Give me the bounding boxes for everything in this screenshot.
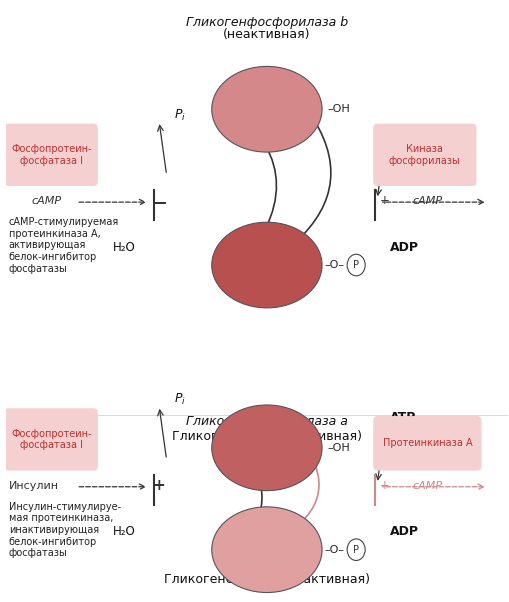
Text: $P_i$: $P_i$ bbox=[174, 108, 186, 123]
Text: cAMP: cAMP bbox=[412, 196, 442, 206]
Text: Гликогенфосфорилаза b: Гликогенфосфорилаза b bbox=[186, 16, 348, 29]
Text: cAMP: cAMP bbox=[31, 196, 62, 206]
Text: Гликогенфосфорилаза a: Гликогенфосфорилаза a bbox=[186, 415, 348, 428]
Text: –: – bbox=[158, 194, 165, 209]
FancyBboxPatch shape bbox=[5, 408, 98, 471]
Text: Инсулин: Инсулин bbox=[9, 480, 59, 491]
Text: Протеинкиназа А: Протеинкиназа А bbox=[383, 438, 472, 448]
Ellipse shape bbox=[212, 405, 322, 491]
Text: Инсулин-стимулируе-
мая протеинкиназа,
инактивирующая
белок-ингибитор
фосфатазы: Инсулин-стимулируе- мая протеинкиназа, и… bbox=[9, 501, 121, 558]
Text: –: – bbox=[153, 194, 160, 209]
Text: cAMP-стимулируемая
протеинкиназа А,
активирующая
белок-ингибитор
фосфатазы: cAMP-стимулируемая протеинкиназа А, акти… bbox=[9, 217, 119, 273]
Text: H₂O: H₂O bbox=[112, 241, 135, 253]
Ellipse shape bbox=[212, 66, 322, 152]
Ellipse shape bbox=[212, 507, 322, 592]
Circle shape bbox=[347, 254, 365, 276]
Text: +: + bbox=[153, 478, 165, 493]
Text: (неактивная): (неактивная) bbox=[223, 28, 310, 42]
FancyBboxPatch shape bbox=[373, 416, 482, 471]
Text: $P_i$: $P_i$ bbox=[174, 393, 186, 408]
Text: Фосфопротеин-
фосфатаза I: Фосфопротеин- фосфатаза I bbox=[11, 144, 92, 166]
Text: P: P bbox=[353, 545, 359, 554]
Text: H₂O: H₂O bbox=[112, 525, 135, 538]
Text: Киназа
фосфорилазы: Киназа фосфорилазы bbox=[389, 144, 461, 166]
Text: –O–: –O– bbox=[325, 545, 345, 554]
Text: (активная): (активная) bbox=[231, 427, 303, 440]
Text: Фосфопротеин-
фосфатаза I: Фосфопротеин- фосфатаза I bbox=[11, 429, 92, 450]
Text: Гликогенсинтаза (неактивная): Гликогенсинтаза (неактивная) bbox=[164, 573, 370, 586]
Text: ADP: ADP bbox=[390, 241, 419, 253]
Text: –OH: –OH bbox=[327, 443, 350, 453]
Text: –O–: –O– bbox=[325, 260, 345, 270]
Ellipse shape bbox=[212, 222, 322, 308]
Text: ADP: ADP bbox=[390, 525, 419, 538]
FancyBboxPatch shape bbox=[5, 123, 98, 186]
Text: +: + bbox=[380, 194, 393, 208]
Text: –OH: –OH bbox=[327, 104, 350, 114]
Text: ATP: ATP bbox=[390, 411, 416, 424]
Text: cAMP: cAMP bbox=[412, 480, 442, 491]
FancyBboxPatch shape bbox=[373, 123, 476, 186]
Text: +: + bbox=[380, 479, 393, 492]
Text: Гликогенсинтаза (активная): Гликогенсинтаза (активная) bbox=[172, 430, 362, 443]
Text: ATP: ATP bbox=[390, 126, 416, 140]
Circle shape bbox=[347, 539, 365, 560]
Text: P: P bbox=[353, 260, 359, 270]
